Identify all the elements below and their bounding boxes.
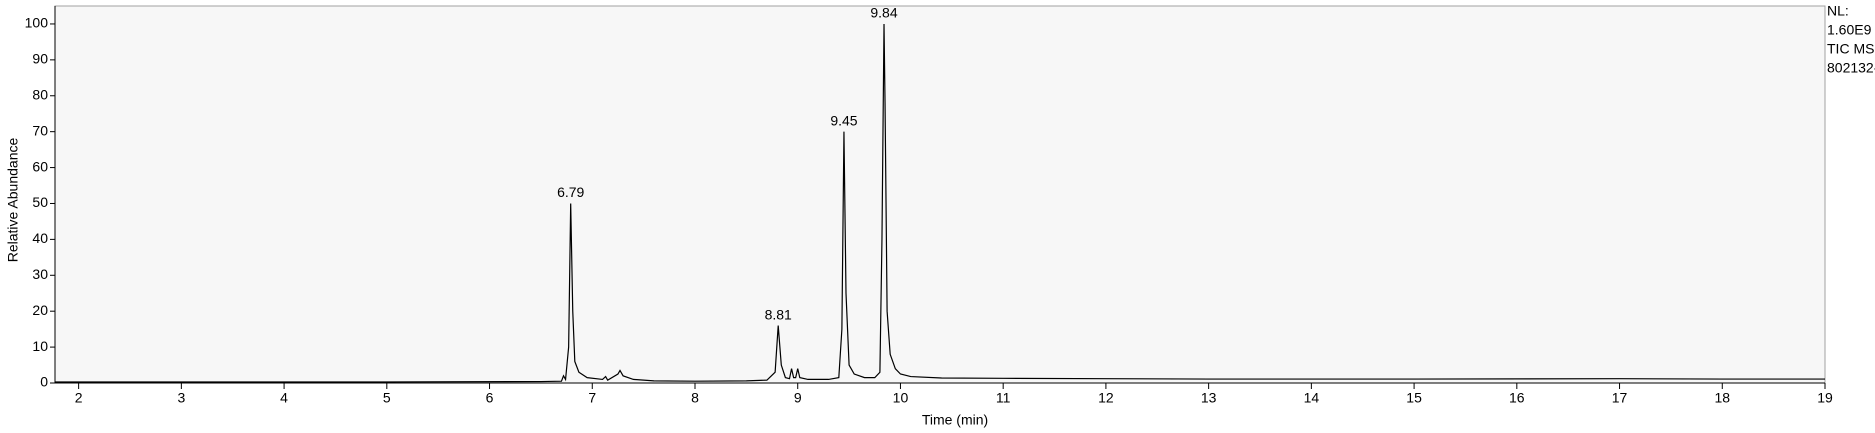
y-axis-label: Relative Abundance [5,138,21,263]
x-tick-label: 13 [1201,390,1217,406]
x-tick-label: 5 [383,390,391,406]
x-tick-label: 2 [75,390,83,406]
x-tick-label: 9 [794,390,802,406]
x-tick-label: 18 [1714,390,1730,406]
side-label: NL: [1827,3,1849,19]
x-tick-label: 19 [1817,390,1833,406]
trace [55,23,1825,383]
y-tick-label: 0 [40,374,48,390]
x-tick-label: 7 [588,390,596,406]
plot-area [54,5,1826,384]
x-tick-label: 14 [1304,390,1320,406]
x-tick-label: 12 [1098,390,1114,406]
y-tick-label: 10 [32,338,48,354]
x-tick-label: 15 [1406,390,1422,406]
y-tick-label: 70 [32,122,48,138]
x-tick-label: 10 [893,390,909,406]
y-tick-label: 40 [32,230,48,246]
x-tick-label: 3 [177,390,185,406]
x-tick-label: 4 [280,390,288,406]
x-tick-label: 8 [691,390,699,406]
y-tick-label: 50 [32,194,48,210]
side-label: 1.60E9 [1827,22,1872,38]
peak-label: 8.81 [765,306,792,322]
y-tick-label: 60 [32,158,48,174]
y-tick-label: 100 [25,15,49,31]
y-tick-label: 20 [32,302,48,318]
x-tick-label: 6 [486,390,494,406]
side-label: 802132- [1827,60,1875,76]
x-axis-label: Time (min) [922,412,988,428]
y-tick-label: 90 [32,51,48,67]
x-tick-label: 11 [996,390,1011,406]
y-tick-label: 30 [32,266,48,282]
x-tick-label: 16 [1509,390,1525,406]
y-tick-label: 80 [32,86,48,102]
peak-label: 6.79 [557,184,584,200]
peak-label: 9.84 [870,5,897,21]
peak-label: 9.45 [830,112,857,128]
side-label: TIC MS [1827,41,1874,57]
x-tick-label: 17 [1612,390,1628,406]
